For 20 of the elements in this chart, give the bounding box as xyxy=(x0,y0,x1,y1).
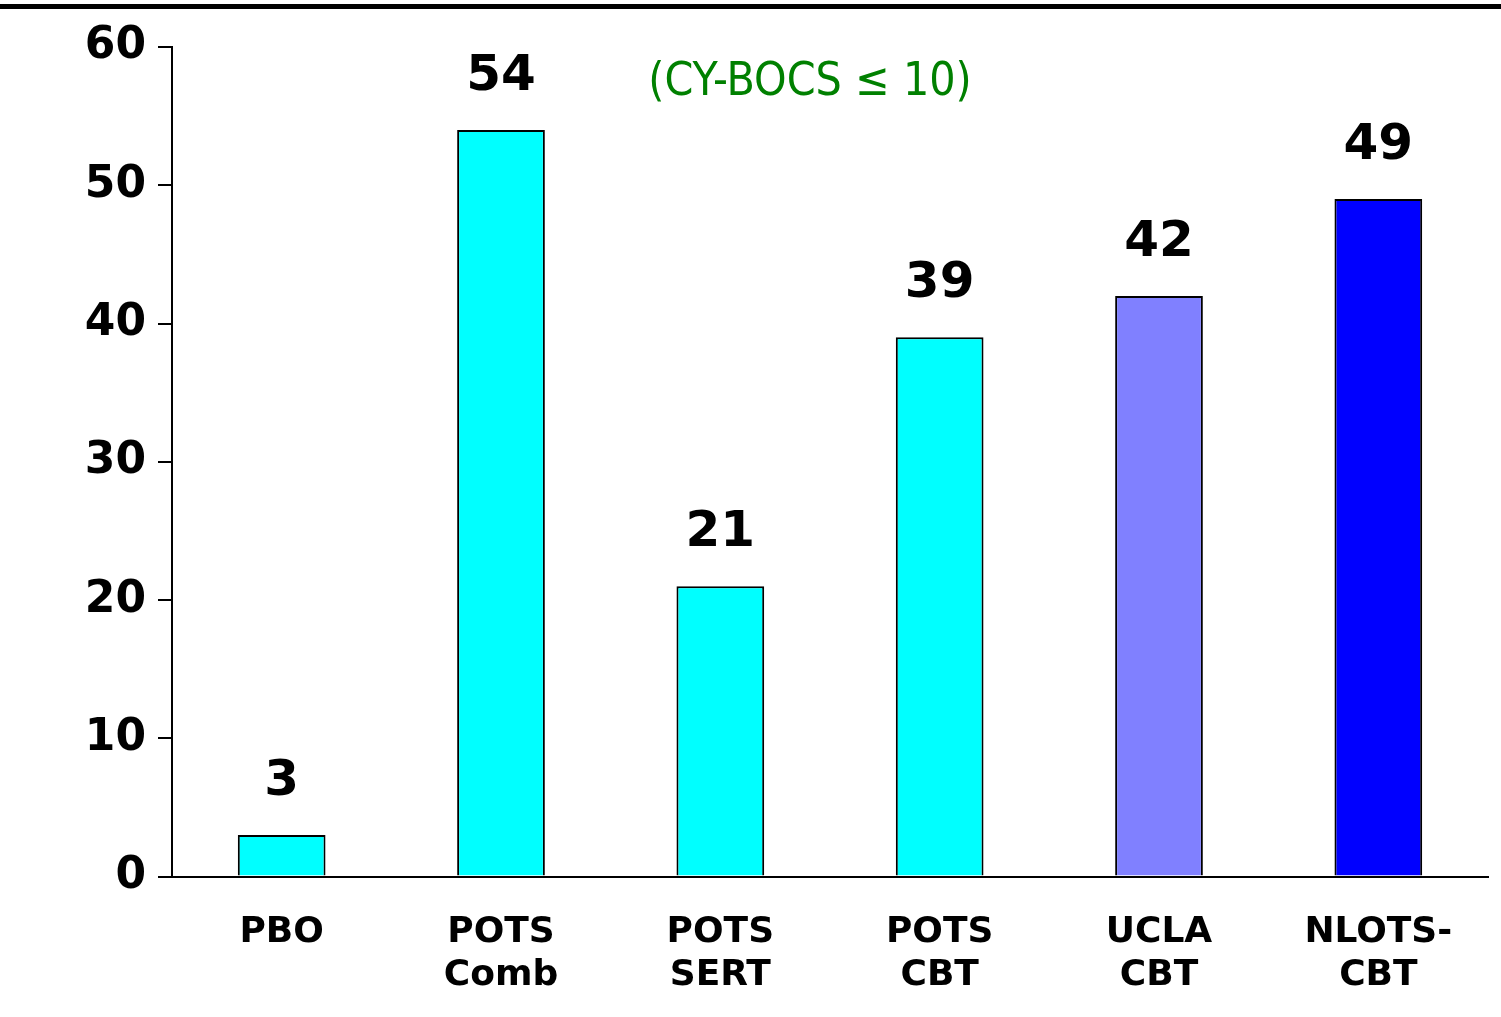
data-label: 42 xyxy=(1124,209,1194,268)
annotation: (CY-BOCS ≤ 10) xyxy=(647,52,973,106)
x-tick-label: POTS Comb xyxy=(443,908,559,993)
x-tick-label: POTS SERT xyxy=(666,908,775,993)
data-label: 49 xyxy=(1343,113,1414,172)
y-tick-label: 50 xyxy=(84,155,146,207)
y-tick-label: 60 xyxy=(84,17,146,69)
data-label: 21 xyxy=(685,500,756,559)
y-tick-label: 10 xyxy=(84,708,146,760)
y-tick-label: 0 xyxy=(115,847,146,899)
x-tick-label: POTS CBT xyxy=(885,908,994,993)
y-tick-label: 40 xyxy=(84,293,146,345)
x-tick-label: NLOTS-CBT xyxy=(1304,908,1453,993)
x-tick-label: PBO xyxy=(239,908,324,950)
data-label: 3 xyxy=(264,749,300,808)
data-label: 39 xyxy=(904,251,975,310)
y-tick-label: 30 xyxy=(84,432,146,484)
x-tick-label: UCLA CBT xyxy=(1105,908,1213,993)
y-tick-label: 20 xyxy=(84,570,146,622)
data-label: 54 xyxy=(466,43,536,102)
